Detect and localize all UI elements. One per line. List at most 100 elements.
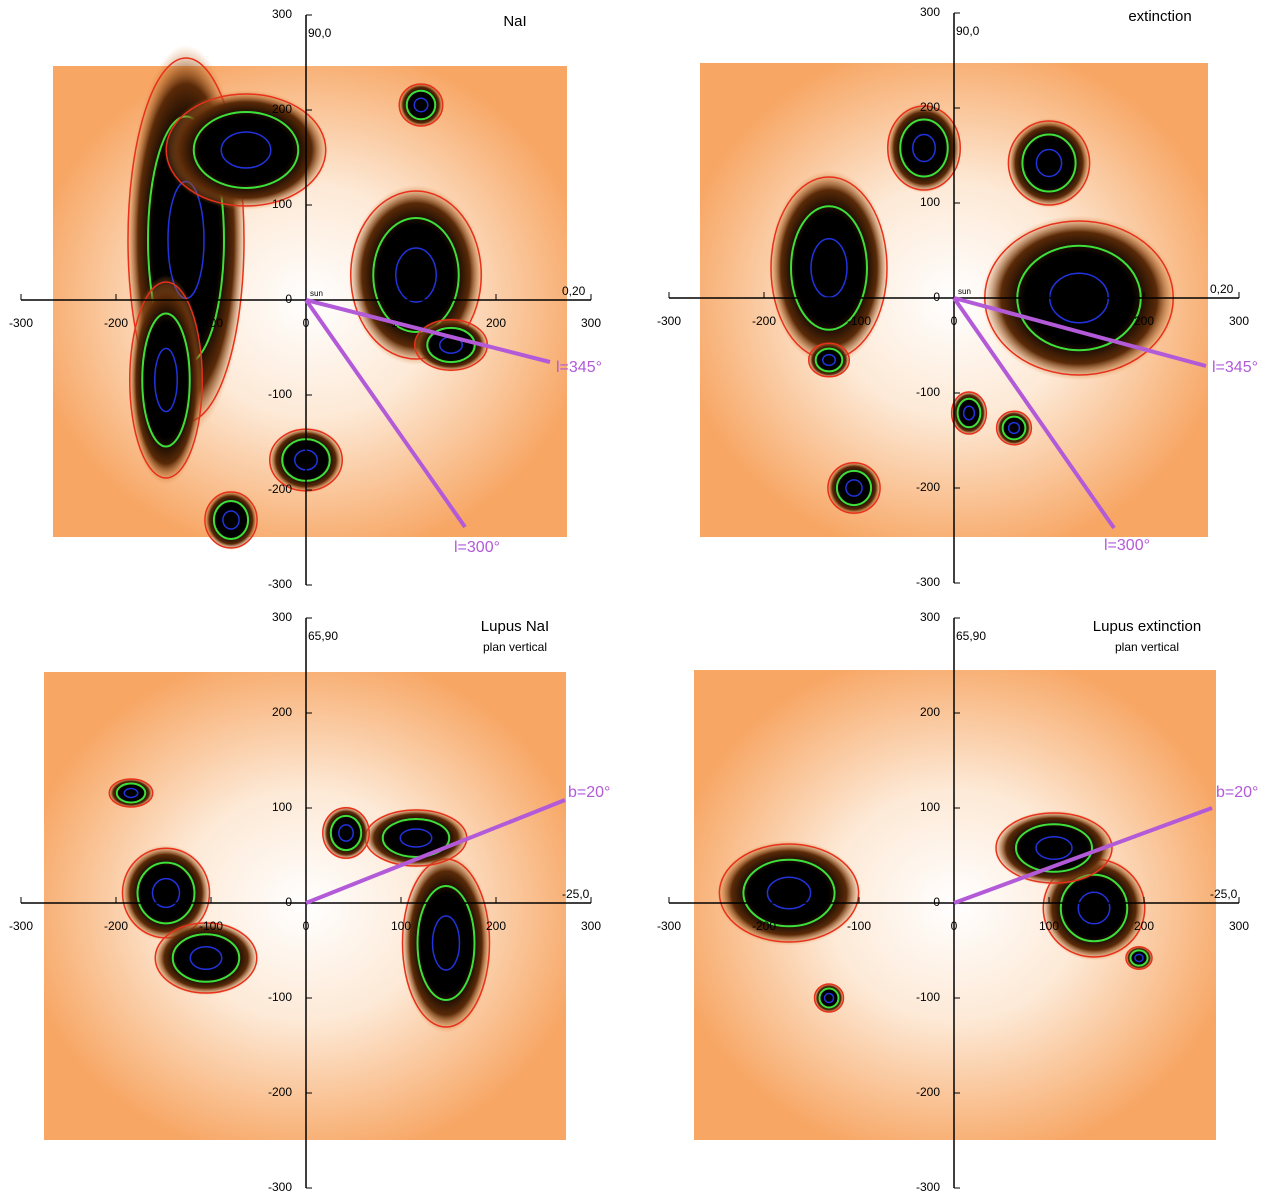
- origin-label: sun: [310, 289, 323, 298]
- dense-cloud: [401, 853, 491, 1033]
- map-image: [44, 672, 566, 1140]
- y-tick-label: 300: [272, 7, 292, 21]
- dense-cloud: [1007, 118, 1091, 208]
- x-tick-label: 100: [1039, 919, 1059, 933]
- contour-red: [887, 105, 961, 191]
- y-tick-label: -300: [916, 1180, 940, 1194]
- x-tick-label: -200: [104, 919, 128, 933]
- contour-green: [141, 312, 191, 448]
- contour-blue: [151, 877, 181, 909]
- top-direction-label: 90,0: [956, 24, 980, 38]
- contour-red: [204, 491, 258, 549]
- sight-line-label: l=345°: [1212, 359, 1258, 376]
- right-direction-label: -25,0: [1210, 887, 1238, 901]
- dense-cloud: [717, 840, 861, 946]
- contour-red: [350, 190, 482, 360]
- top-direction-label: 65,90: [956, 629, 986, 643]
- x-tick-label: -200: [752, 919, 776, 933]
- x-tick-label: 200: [1134, 314, 1154, 328]
- dense-cloud: [363, 808, 469, 868]
- contour-blue: [123, 787, 139, 799]
- right-direction-label: 0,20: [1210, 282, 1234, 296]
- x-tick-label: 0: [303, 316, 310, 330]
- contour-red: [807, 342, 851, 378]
- dense-cloud: [827, 461, 881, 515]
- contour-green: [835, 469, 873, 507]
- contour-green: [115, 782, 147, 804]
- x-tick-label: -300: [9, 316, 33, 330]
- dense-cloud: [322, 806, 370, 860]
- contour-green: [1015, 823, 1093, 873]
- sight-line: [304, 298, 467, 529]
- contour-green: [329, 814, 363, 852]
- y-tick-label: 100: [920, 195, 940, 209]
- contour-green: [136, 861, 196, 925]
- chart-subtitle: plan vertical: [1115, 640, 1179, 654]
- contour-green: [1021, 133, 1077, 193]
- contour-green: [1001, 415, 1027, 441]
- dense-cloud: [886, 103, 962, 193]
- contour-red: [1125, 946, 1153, 970]
- x-tick-label: 300: [1229, 314, 1249, 328]
- dense-cloud: [808, 342, 850, 378]
- contour-green: [426, 326, 476, 364]
- y-tick-label: 100: [920, 800, 940, 814]
- dense-cloud: [398, 82, 444, 128]
- x-tick-label: -100: [847, 919, 871, 933]
- contour-green: [956, 397, 982, 429]
- contour-red: [827, 462, 881, 514]
- chart-title: Lupus NaI: [481, 618, 549, 635]
- chart-title: Lupus extinction: [1093, 618, 1201, 635]
- contour-blue: [845, 479, 863, 497]
- x-tick-label: -100: [847, 314, 871, 328]
- y-tick-label: 200: [272, 102, 292, 116]
- dense-cloud: [204, 490, 258, 550]
- contour-blue: [1134, 953, 1144, 963]
- contour-blue: [431, 915, 461, 971]
- y-tick-label: 0: [933, 895, 940, 909]
- x-tick-label: 300: [581, 919, 601, 933]
- y-tick-label: -300: [268, 1180, 292, 1194]
- contour-blue: [154, 347, 178, 413]
- x-tick-label: 200: [486, 316, 506, 330]
- contour-green: [416, 885, 476, 1001]
- sight-line: [305, 798, 566, 905]
- x-tick-label: -300: [657, 314, 681, 328]
- contour-blue: [189, 946, 223, 970]
- x-tick-label: 100: [391, 919, 411, 933]
- contour-green: [405, 89, 437, 121]
- contour-blue: [962, 405, 976, 421]
- y-tick-label: -100: [268, 990, 292, 1004]
- x-tick-label: 200: [1134, 919, 1154, 933]
- origin-label: sun: [958, 287, 971, 296]
- contour-green: [372, 217, 460, 333]
- contour-red: [322, 807, 370, 859]
- x-tick-label: 0: [951, 919, 958, 933]
- x-tick-label: 0: [951, 314, 958, 328]
- y-tick-label: -300: [268, 577, 292, 591]
- y-tick-label: -200: [916, 480, 940, 494]
- dense-cloud: [121, 845, 211, 941]
- y-tick-label: -200: [916, 1085, 940, 1099]
- contour-red: [165, 93, 327, 207]
- contour-green: [192, 111, 300, 189]
- contour-red: [718, 843, 860, 943]
- dense-cloud: [153, 920, 259, 996]
- contour-blue: [399, 828, 433, 848]
- x-tick-label: -200: [104, 316, 128, 330]
- x-tick-label: -200: [752, 314, 776, 328]
- y-tick-label: 0: [285, 292, 292, 306]
- chart-subtitle: plan vertical: [483, 640, 547, 654]
- y-tick-label: -200: [268, 1085, 292, 1099]
- x-tick-label: 300: [581, 316, 601, 330]
- dense-cloud: [996, 410, 1032, 446]
- dense-cloud: [951, 390, 987, 436]
- y-tick-label: 300: [920, 5, 940, 19]
- contour-green: [790, 205, 868, 331]
- contour-green: [381, 818, 451, 858]
- contour-blue: [222, 510, 240, 530]
- dense-cloud: [108, 778, 154, 808]
- x-tick-label: 300: [1229, 919, 1249, 933]
- dense-cloud: [769, 170, 889, 366]
- y-tick-label: 200: [920, 100, 940, 114]
